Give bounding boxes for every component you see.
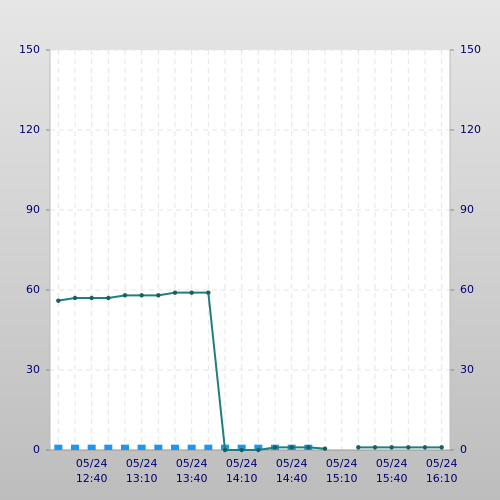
bar — [104, 444, 113, 450]
point — [372, 445, 378, 450]
y-tick-label: 150 — [19, 43, 40, 56]
y2-tick-label: 0 — [460, 443, 467, 456]
point — [172, 290, 178, 295]
bar — [254, 444, 263, 450]
y2-tick-label: 120 — [460, 123, 481, 136]
point — [72, 295, 78, 301]
y2-tick-label: 90 — [460, 203, 474, 216]
point — [56, 298, 61, 303]
plot-area — [50, 50, 450, 450]
point — [356, 445, 361, 450]
y2-tick-label: 150 — [460, 43, 481, 56]
y-tick-label: 90 — [26, 203, 40, 216]
bar — [187, 444, 196, 450]
point — [89, 295, 94, 301]
point — [222, 447, 228, 453]
point — [206, 290, 211, 295]
x-tick-label: 05/24 — [426, 457, 458, 470]
point — [422, 445, 428, 450]
y-tick-label: 0 — [33, 443, 40, 456]
bar — [237, 444, 246, 450]
y-tick-label: 60 — [26, 283, 40, 296]
point — [272, 445, 278, 450]
x-tick-label: 05/24 — [126, 457, 158, 470]
bar — [71, 444, 79, 450]
point — [189, 290, 194, 295]
point — [322, 446, 328, 451]
x-tick-label: 15:10 — [326, 472, 358, 485]
x-tick-label: 05/24 — [376, 457, 408, 470]
y-tick-label: 30 — [26, 363, 40, 376]
y2-tick-label: 30 — [460, 363, 474, 376]
point — [306, 445, 311, 450]
bar — [87, 444, 96, 450]
x-tick-label: 13:10 — [126, 472, 158, 485]
bar — [204, 444, 213, 450]
bar — [121, 444, 129, 450]
point — [389, 445, 394, 450]
x-tick-label: 14:40 — [276, 472, 308, 485]
x-tick-label: 13:40 — [176, 472, 208, 485]
point — [106, 295, 111, 301]
x-tick-label: 05/24 — [76, 457, 108, 470]
x-tick-label: 14:10 — [226, 472, 258, 485]
point — [439, 445, 444, 450]
bar — [154, 444, 163, 450]
point — [406, 445, 411, 450]
bar — [171, 444, 179, 450]
y2-tick-label: 60 — [460, 283, 474, 296]
bar — [54, 444, 63, 450]
x-tick-label: 05/24 — [276, 457, 308, 470]
point — [156, 293, 161, 298]
x-tick-label: 15:40 — [376, 472, 408, 485]
x-tick-label: 16:10 — [426, 472, 458, 485]
x-tick-label: 05/24 — [326, 457, 358, 470]
bar — [137, 444, 146, 450]
x-tick-label: 05/24 — [226, 457, 258, 470]
point — [139, 293, 144, 298]
point — [122, 293, 128, 298]
point — [239, 447, 244, 453]
point — [256, 447, 261, 453]
x-tick-label: 12:40 — [76, 472, 108, 485]
x-tick-label: 05/24 — [176, 457, 208, 470]
y-tick-label: 120 — [19, 123, 40, 136]
point — [289, 445, 294, 450]
